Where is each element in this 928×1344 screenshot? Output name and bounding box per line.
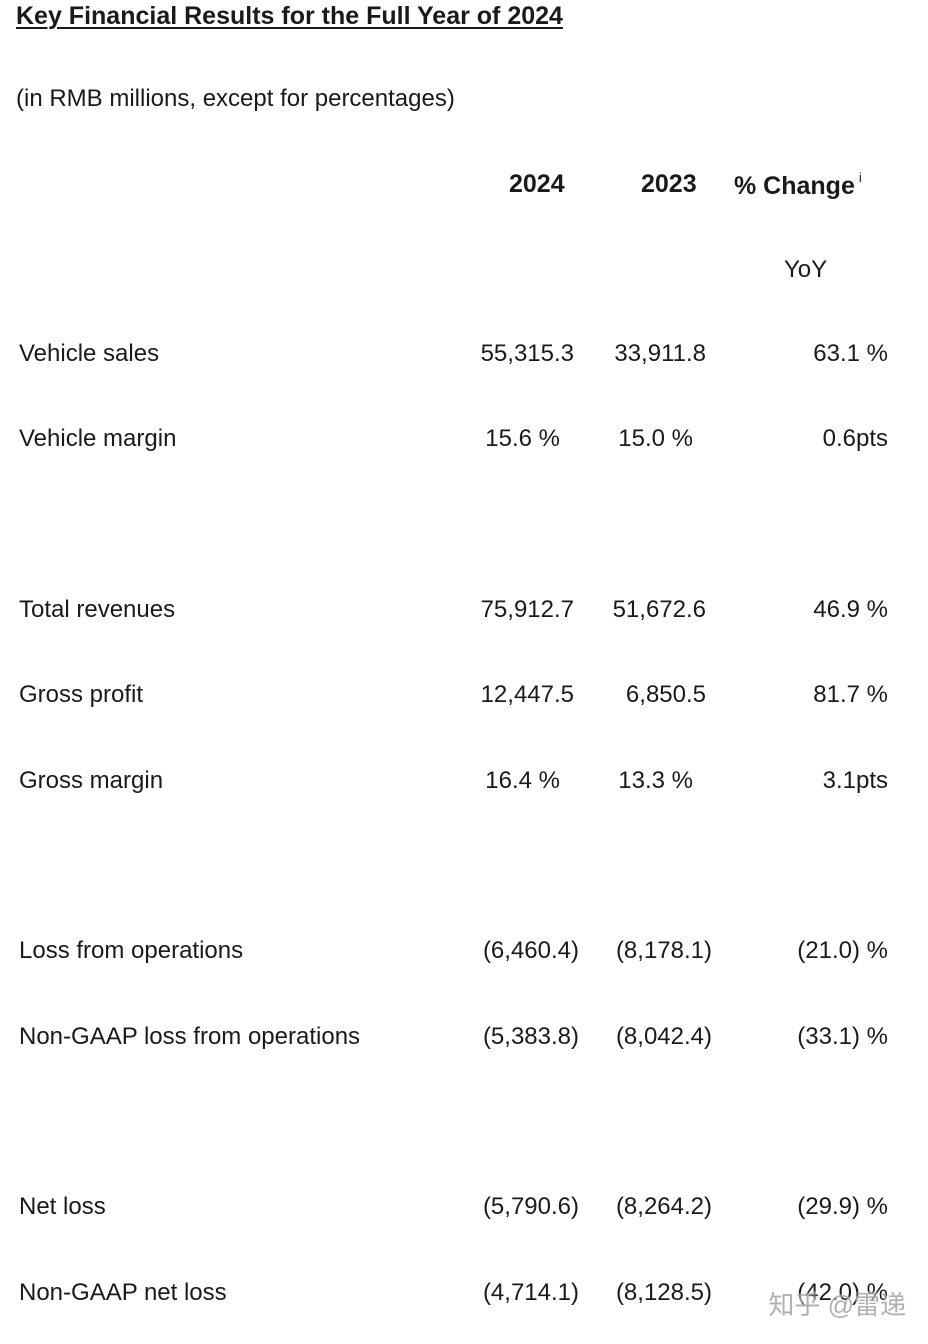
value-2023: 33,911.8 <box>614 340 706 367</box>
value-2023: 13.3 % <box>618 767 693 794</box>
value-change: (42.0) % <box>797 1279 888 1306</box>
value-change: 3.1pts <box>822 767 888 794</box>
value-2024: 12,447.5 <box>480 681 574 708</box>
header-2024: 2024 <box>509 170 565 198</box>
watermark: 知乎 @雷递 <box>768 1290 906 1320</box>
value-2024: (6,460.4) <box>482 937 579 964</box>
value-2023: (8,042.4) <box>615 1023 712 1050</box>
value-change: 81.7 % <box>813 681 888 708</box>
table-row: Vehicle sales 55,315.3 33,911.8 63.1 % <box>0 340 928 374</box>
header-change-label: % Change <box>734 172 855 200</box>
header-change: % Change i <box>734 170 862 201</box>
table-row: Total revenues 75,912.7 51,672.6 46.9 % <box>0 596 928 630</box>
table-row: Gross margin 16.4 % 13.3 % 3.1pts <box>0 767 928 801</box>
value-2023: 6,850.5 <box>625 681 706 708</box>
row-label: Gross profit <box>19 681 144 708</box>
value-change: 46.9 % <box>813 596 888 623</box>
value-2024: (5,383.8) <box>482 1023 579 1050</box>
table-row: Gross profit 12,447.5 6,850.5 81.7 % <box>0 681 928 715</box>
row-label: Gross margin <box>19 767 164 794</box>
row-label: Vehicle margin <box>19 425 177 452</box>
row-label: Non-GAAP net loss <box>19 1279 227 1306</box>
row-label: Vehicle sales <box>19 340 160 367</box>
value-change: (21.0) % <box>797 937 888 964</box>
header-yoy: YoY <box>784 256 828 283</box>
row-label: Total revenues <box>19 596 176 623</box>
value-2023: (8,178.1) <box>615 937 712 964</box>
value-2023: (8,128.5) <box>615 1279 712 1306</box>
header-2023: 2023 <box>641 170 697 198</box>
value-2023: 15.0 % <box>618 425 693 452</box>
value-2023: (8,264.2) <box>615 1193 712 1220</box>
row-label: Non-GAAP loss from operations <box>19 1023 361 1050</box>
row-label: Net loss <box>19 1193 106 1220</box>
header-change-note: i <box>858 170 862 185</box>
value-2024: 75,912.7 <box>480 596 574 623</box>
value-change: 0.6pts <box>822 425 888 452</box>
value-2024: (4,714.1) <box>482 1279 579 1306</box>
page-title: Key Financial Results for the Full Year … <box>16 2 563 30</box>
table-row: Vehicle margin 15.6 % 15.0 % 0.6pts <box>0 425 928 459</box>
table-row: Loss from operations (6,460.4) (8,178.1)… <box>0 937 928 971</box>
value-2023: 51,672.6 <box>612 596 706 623</box>
value-change: (33.1) % <box>797 1023 888 1050</box>
table-row: Non-GAAP net loss (4,714.1) (8,128.5) (4… <box>0 1279 928 1313</box>
value-2024: (5,790.6) <box>482 1193 579 1220</box>
value-change: 63.1 % <box>813 340 888 367</box>
value-change: (29.9) % <box>797 1193 888 1220</box>
value-2024: 15.6 % <box>485 425 560 452</box>
value-2024: 16.4 % <box>485 767 560 794</box>
units-note: (in RMB millions, except for percentages… <box>16 85 455 112</box>
row-label: Loss from operations <box>19 937 244 964</box>
value-2024: 55,315.3 <box>480 340 574 367</box>
table-row: Net loss (5,790.6) (8,264.2) (29.9) % <box>0 1193 928 1227</box>
table-row: Non-GAAP loss from operations (5,383.8) … <box>0 1023 928 1057</box>
